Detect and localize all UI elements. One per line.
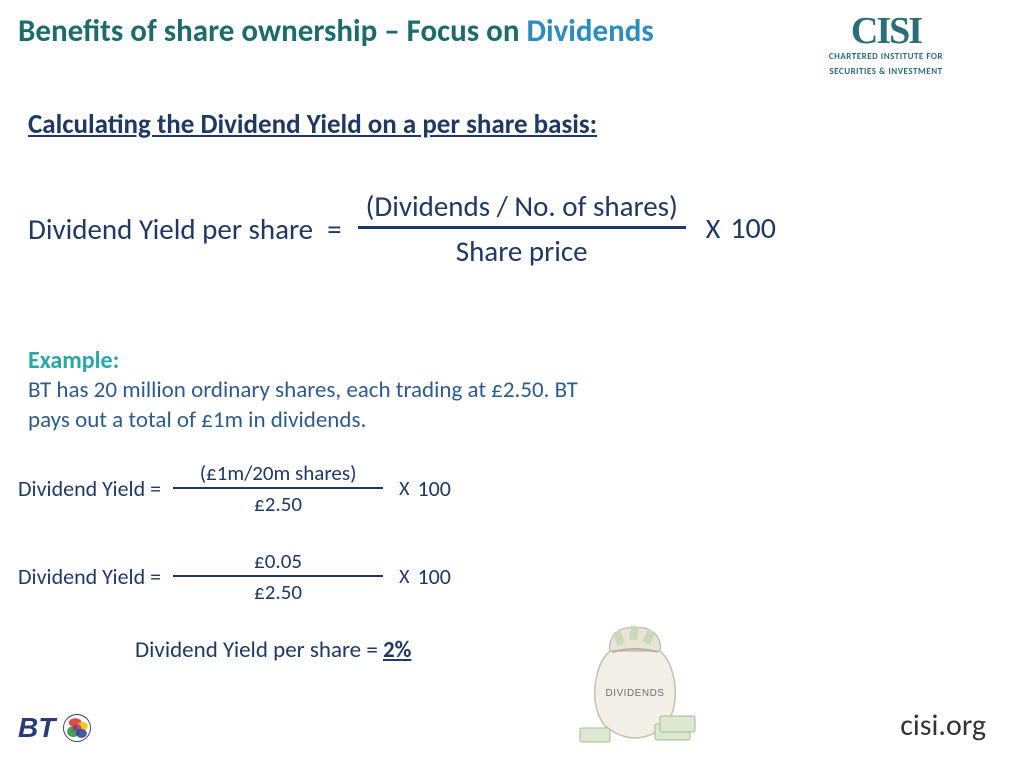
bt-logo-text: BT — [18, 712, 55, 744]
example-label: Example: — [28, 346, 119, 375]
calc2-hundred: 100 — [417, 563, 450, 590]
example-text: BT has 20 million ordinary shares, each … — [28, 376, 588, 436]
calc2-times: X — [399, 565, 409, 589]
calc1-lhs: Dividend Yield = — [18, 475, 161, 502]
calc1-denominator: £2.50 — [246, 489, 310, 517]
calc-step-2: Dividend Yield = £0.05 £2.50 X 100 — [18, 548, 451, 605]
calc2-denominator: £2.50 — [246, 577, 310, 605]
cisi-logo: CISI CHARTERED INSTITUTE FOR SECURITIES … — [776, 14, 996, 78]
calc2-lhs: Dividend Yield = — [18, 563, 161, 590]
formula-equals: = — [327, 211, 341, 247]
formula-denominator: Share price — [448, 229, 596, 269]
title-part2: Dividends — [526, 12, 653, 50]
calc1-times: X — [399, 477, 409, 501]
main-formula: Dividend Yield per share = (Dividends / … — [28, 188, 776, 269]
formula-times: X — [706, 211, 721, 246]
calc2-fraction: £0.05 £2.50 — [173, 548, 383, 605]
footer-url: cisi.org — [900, 707, 986, 744]
calc-step-1: Dividend Yield = (£1m/20m shares) £2.50 … — [18, 460, 451, 517]
bt-globe-icon — [59, 710, 95, 746]
money-bag-image: DIVIDENDS — [560, 616, 710, 746]
calc2-numerator: £0.05 — [246, 548, 310, 575]
result-line: Dividend Yield per share = 2% — [135, 636, 411, 664]
title-part1: Benefits of share ownership – Focus on — [18, 12, 526, 50]
formula-lhs: Dividend Yield per share — [28, 211, 313, 247]
result-value: 2% — [383, 636, 411, 664]
bt-logo: BT — [18, 710, 95, 746]
slide-title: Benefits of share ownership – Focus on D… — [18, 12, 654, 50]
formula-numerator: (Dividends / No. of shares) — [358, 188, 686, 226]
cisi-logo-sub1: CHARTERED INSTITUTE FOR — [776, 52, 996, 63]
calc1-hundred: 100 — [417, 475, 450, 502]
cisi-logo-sub2: SECURITIES & INVESTMENT — [776, 67, 996, 78]
formula-hundred: 100 — [730, 210, 776, 247]
section-heading: Calculating the Dividend Yield on a per … — [28, 108, 597, 141]
money-bag-label: DIVIDENDS — [606, 688, 665, 699]
formula-fraction: (Dividends / No. of shares) Share price — [358, 188, 686, 269]
calc1-numerator: (£1m/20m shares) — [192, 460, 365, 487]
cisi-logo-text: CISI — [776, 14, 996, 48]
calc1-fraction: (£1m/20m shares) £2.50 — [173, 460, 383, 517]
result-label: Dividend Yield per share = — [135, 636, 383, 664]
